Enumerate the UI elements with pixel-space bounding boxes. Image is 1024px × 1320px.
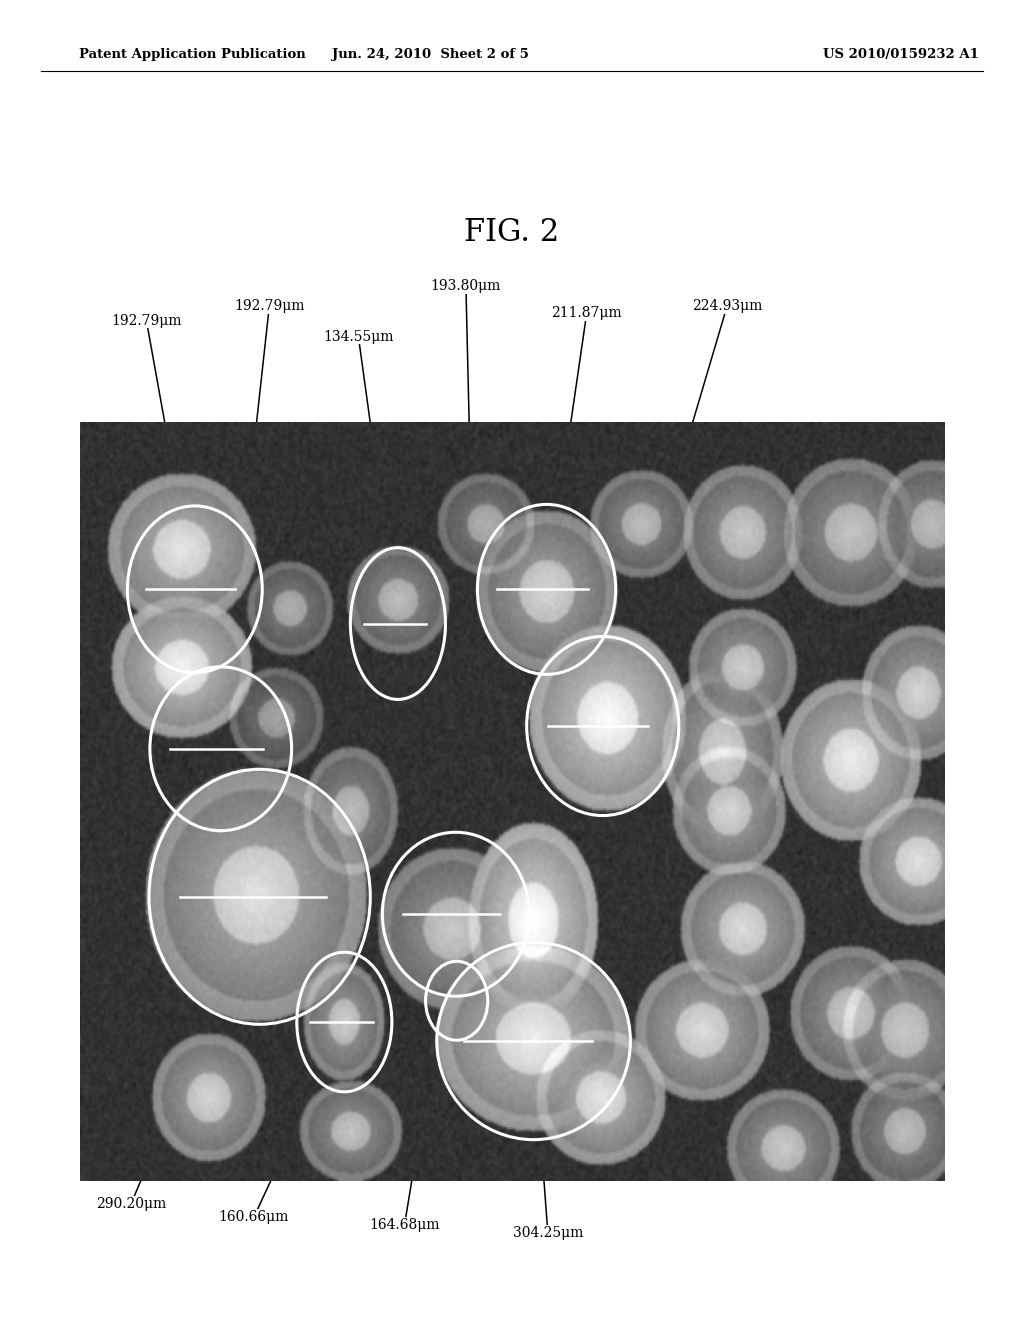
Text: 160.66μm: 160.66μm [219,1022,344,1224]
Text: US 2010/0159232 A1: US 2010/0159232 A1 [823,48,979,61]
Text: 192.79μm: 192.79μm [112,314,195,589]
Text: 290.20μm: 290.20μm [96,896,260,1210]
Text: Jun. 24, 2010  Sheet 2 of 5: Jun. 24, 2010 Sheet 2 of 5 [332,48,528,61]
Text: Patent Application Publication: Patent Application Publication [79,48,305,61]
Text: FIG. 2: FIG. 2 [464,216,560,248]
Text: 134.55μm: 134.55μm [324,330,398,623]
Text: 193.80μm: 193.80μm [431,280,501,589]
Text: 224.93μm: 224.93μm [603,300,762,726]
Text: 211.87μm: 211.87μm [547,306,622,589]
Text: 192.79μm: 192.79μm [221,300,304,748]
Text: 304.25μm: 304.25μm [513,1041,583,1239]
Text: 164.68μm: 164.68μm [370,915,456,1232]
